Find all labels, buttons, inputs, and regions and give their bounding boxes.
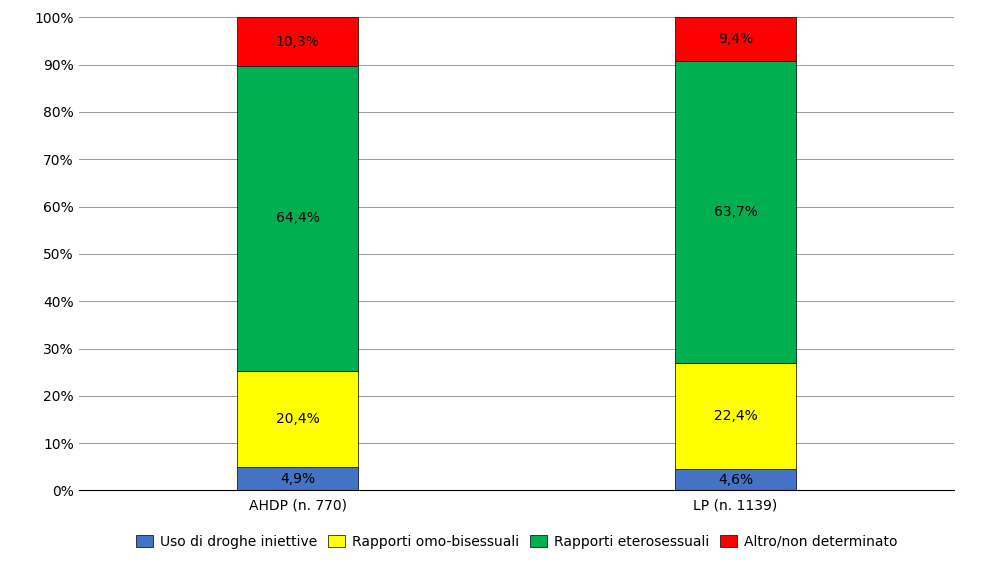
Legend: Uso di droghe iniettive, Rapporti omo-bisessuali, Rapporti eterosessuali, Altro/: Uso di droghe iniettive, Rapporti omo-bi… [131, 529, 902, 554]
Bar [237, 17, 358, 66]
Bar [675, 61, 796, 363]
Text: 63,7%: 63,7% [713, 205, 758, 219]
Text: 4,9%: 4,9% [280, 472, 315, 486]
Bar [675, 17, 796, 61]
Bar [237, 467, 358, 490]
Text: 20,4%: 20,4% [276, 412, 320, 426]
Bar [675, 469, 796, 490]
Text: 4,6%: 4,6% [718, 473, 753, 486]
Text: 10,3%: 10,3% [276, 35, 320, 48]
Text: 9,4%: 9,4% [718, 32, 753, 46]
Text: 64,4%: 64,4% [276, 211, 320, 226]
Bar [675, 363, 796, 469]
Bar [237, 371, 358, 467]
Text: 22,4%: 22,4% [713, 409, 758, 423]
Bar [237, 66, 358, 371]
